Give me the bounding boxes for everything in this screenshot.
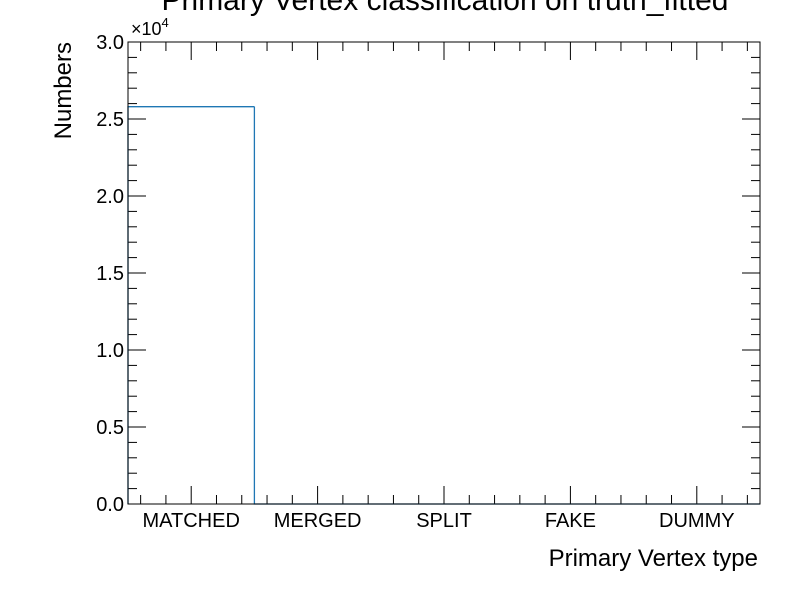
x-tick-label: FAKE [545, 510, 596, 532]
y-tick-label: 1.5 [96, 263, 124, 285]
y-axis-label: Numbers [50, 42, 77, 139]
plot-frame [127, 41, 761, 505]
data-series [127, 106, 760, 505]
x-tick-label: SPLIT [416, 510, 472, 532]
y-tick-label: 2.5 [96, 109, 124, 131]
x-axis-label: Primary Vertex type [549, 545, 758, 572]
y-tick-label: 0.0 [96, 494, 124, 516]
x-tick-label: DUMMY [659, 510, 735, 532]
x-tick-label: MERGED [274, 510, 362, 532]
bar [127, 106, 255, 504]
tick-labels: 0.0 0.5 1.0 1.5 2.0 2.5 3.0 MATCHED MERGED SPLIT F… [96, 32, 734, 532]
chart-title: Primary Vertex classification on truth_f… [162, 0, 729, 17]
y-tick-label: 2.0 [96, 186, 124, 208]
y-multiplier: ×104 [131, 15, 169, 39]
y-tick-label: 0.5 [96, 417, 124, 439]
axis-ticks [128, 41, 760, 505]
x-tick-label: MATCHED [142, 510, 239, 532]
bar [253, 106, 381, 505]
y-tick-label: 1.0 [96, 340, 124, 362]
y-tick-label: 3.0 [96, 32, 124, 54]
